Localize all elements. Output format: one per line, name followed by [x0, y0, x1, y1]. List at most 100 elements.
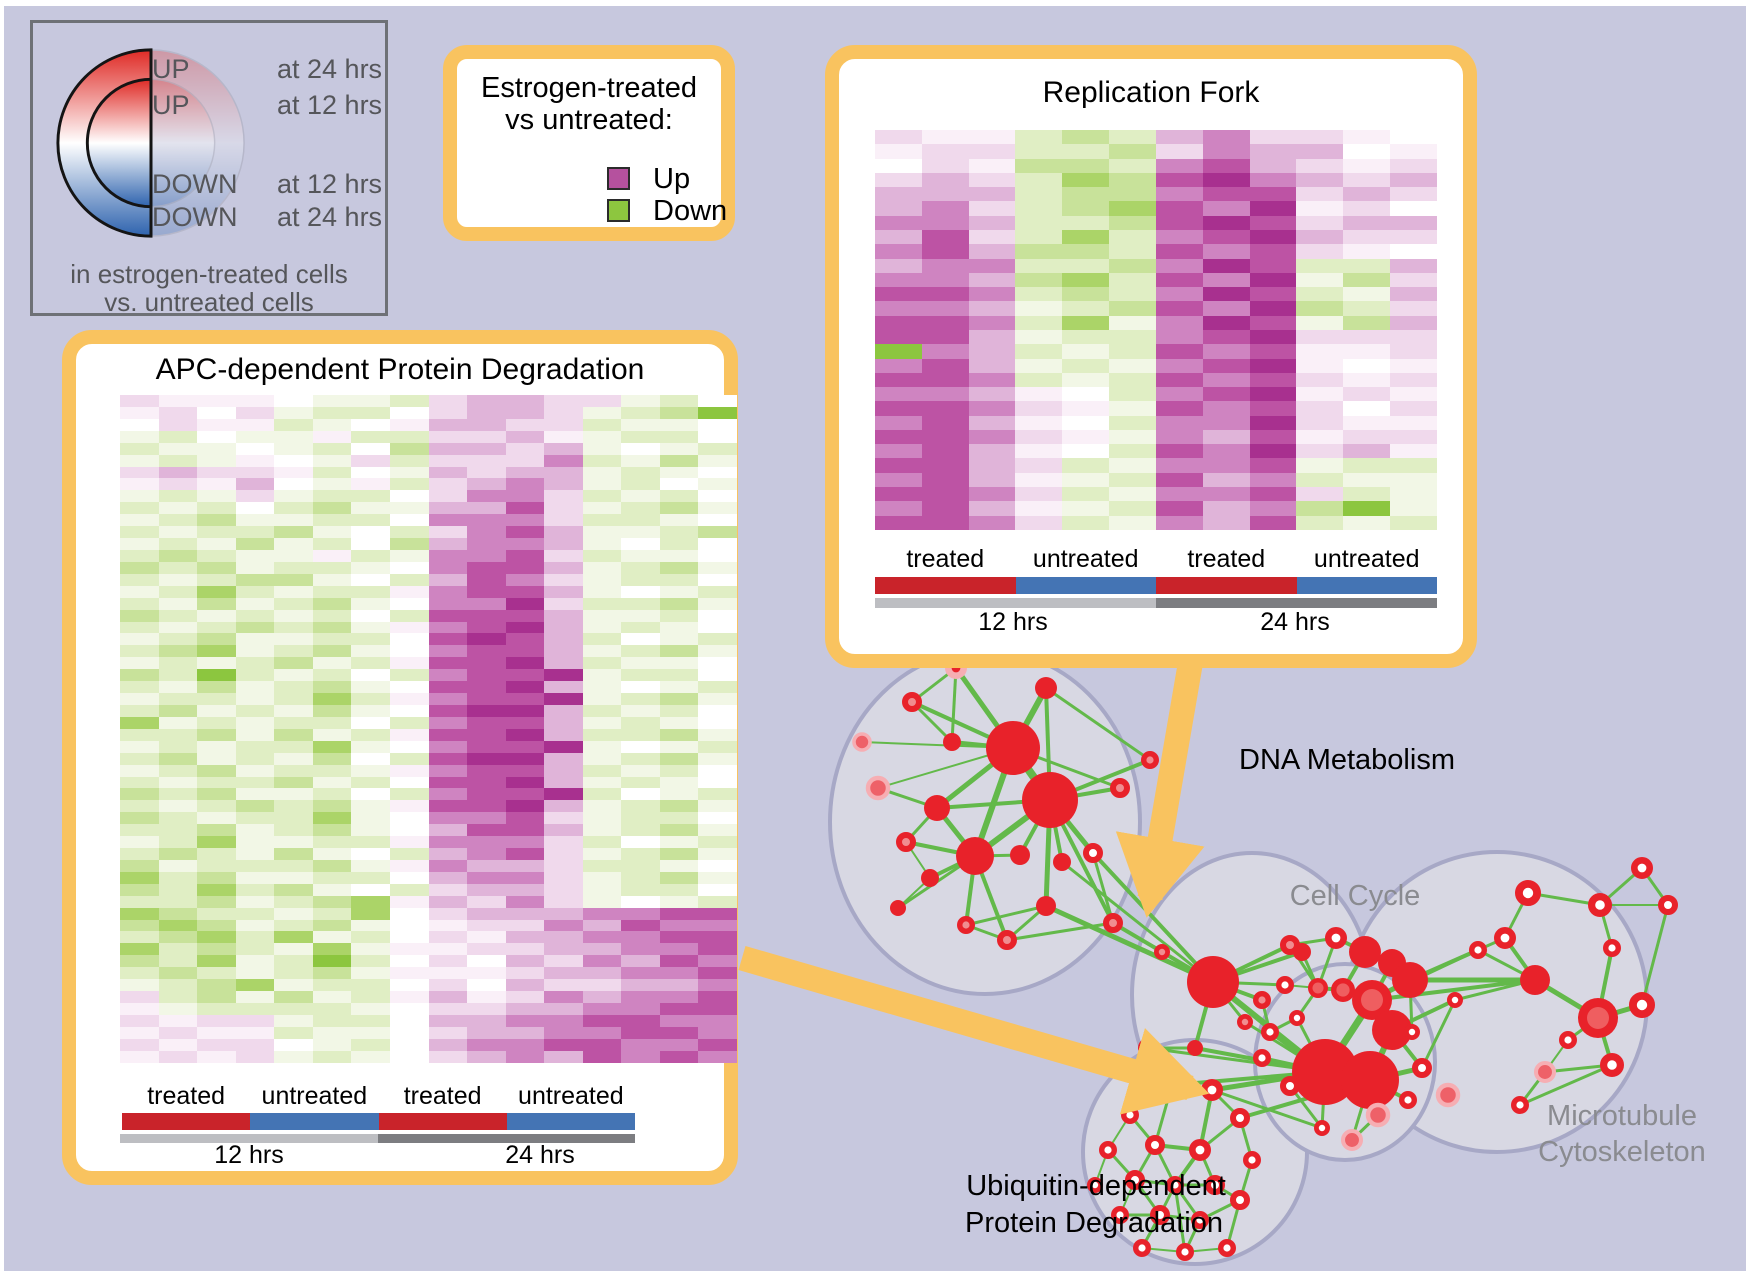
heatmap-cell [235, 752, 275, 765]
heatmap-cell [1015, 472, 1063, 488]
heatmap-cell [875, 244, 922, 259]
heatmap-cell [467, 490, 506, 503]
heatmap-cell [235, 561, 275, 574]
heatmap-cell [921, 387, 969, 402]
heatmap-cell [621, 812, 660, 825]
connector-arrow [738, 945, 1210, 1115]
heatmap-cell [544, 704, 583, 717]
heatmap-cell [621, 454, 660, 467]
heatmap-cell [312, 573, 352, 586]
node-ring-white [1217, 1238, 1236, 1257]
heatmap-cell [467, 478, 506, 491]
heatmap-cell [1109, 272, 1156, 288]
heatmap-cell [1062, 244, 1110, 259]
heatmap-cell [158, 728, 198, 741]
heatmap-cell [235, 1026, 275, 1039]
network-node [1352, 980, 1392, 1020]
heatmap-cell [197, 502, 236, 515]
heatmap-cell [312, 824, 352, 837]
heatmap-cell [621, 788, 660, 801]
heatmap-cell [120, 657, 159, 670]
heatmap-cell [582, 1003, 622, 1015]
heatmap-cell [312, 561, 352, 574]
rf-time-bars [875, 598, 1437, 608]
heatmap-cell [197, 967, 236, 980]
heatmap-cell [621, 859, 660, 872]
heatmap-cell [158, 514, 198, 527]
heatmap-cell [1249, 287, 1297, 302]
heatmap-cell [1343, 144, 1391, 159]
heatmap-cell [1296, 244, 1344, 259]
legend-time-12: at 12 hrs [277, 90, 383, 120]
heatmap-cell [120, 991, 159, 1004]
heatmap-cell [467, 693, 506, 705]
heatmap-cell [544, 645, 583, 658]
legend-time-down-24: at 24 hrs [277, 202, 383, 232]
heatmap-cell [351, 406, 390, 419]
network-node [1468, 941, 1487, 960]
heatmap-cell [235, 955, 275, 968]
node-ring-white [1280, 1076, 1300, 1096]
heatmap-row [120, 573, 737, 586]
heatmap-cell [467, 1026, 506, 1039]
heatmap-cell [120, 597, 159, 610]
legend-word-up-12: UP [152, 90, 190, 120]
heatmap-cell [875, 229, 922, 245]
heatmap-cell [582, 1026, 622, 1039]
heatmap-cell [120, 1003, 159, 1015]
heatmap-cell [158, 955, 198, 968]
heatmap-cell [621, 895, 660, 908]
network-node [921, 869, 939, 887]
network-node [1190, 1210, 1209, 1229]
heatmap-cell [158, 573, 198, 586]
heatmap-row [120, 895, 737, 908]
heatmap-cell [544, 1003, 583, 1015]
heatmap-cell [389, 764, 429, 777]
heatmap-row [120, 406, 737, 419]
heatmap-cell [1015, 458, 1063, 473]
heatmap-cell [312, 883, 352, 896]
heatmap-cell [1249, 458, 1297, 473]
heatmap-cell [467, 538, 506, 550]
node-ring-pink [1252, 991, 1271, 1010]
heatmap-cell [1343, 444, 1391, 459]
node-ring-white [1494, 926, 1517, 949]
network-node [1314, 1120, 1331, 1137]
heatmap-cell [505, 538, 545, 550]
heatmap-cell [875, 372, 922, 388]
heatmap-cell [968, 329, 1016, 345]
heatmap-cell [698, 967, 737, 980]
heatmap-cell [158, 943, 198, 956]
legend-word-down-12: DOWN [152, 169, 238, 199]
heatmap-cell [1015, 258, 1063, 273]
heatmap-cell [544, 907, 583, 920]
network-node [957, 916, 976, 935]
heatmap-cell [235, 800, 275, 813]
heatmap-cell [428, 800, 468, 813]
heatmap-cell [235, 859, 275, 872]
heatmap-row [875, 315, 1437, 330]
heatmap-cell [1109, 472, 1156, 488]
heatmap-row [120, 800, 737, 813]
heatmap-cell [1062, 501, 1110, 516]
node-solid [1292, 1039, 1358, 1105]
heatmap-cell [428, 693, 468, 705]
heatmap-cell [312, 395, 352, 407]
heatmap-cell [1109, 401, 1156, 416]
heatmap-cell [197, 633, 236, 646]
heatmap-cell [698, 693, 737, 705]
heatmap-cell [274, 848, 313, 860]
heatmap-cell [351, 752, 390, 765]
heatmap-cell [1155, 487, 1203, 502]
heatmap-cell [312, 836, 352, 849]
heatmap-cell [659, 681, 699, 694]
heatmap-cell [120, 430, 159, 443]
heatmap-cell [274, 1003, 313, 1015]
node-ring-pink [902, 692, 922, 712]
heatmap-cell [1296, 229, 1344, 245]
heatmap-cell [1202, 429, 1250, 445]
heatmap-cell [197, 561, 236, 574]
heatmap-cell [582, 645, 622, 658]
heatmap-cell [274, 883, 313, 896]
heatmap-cell [312, 848, 352, 860]
